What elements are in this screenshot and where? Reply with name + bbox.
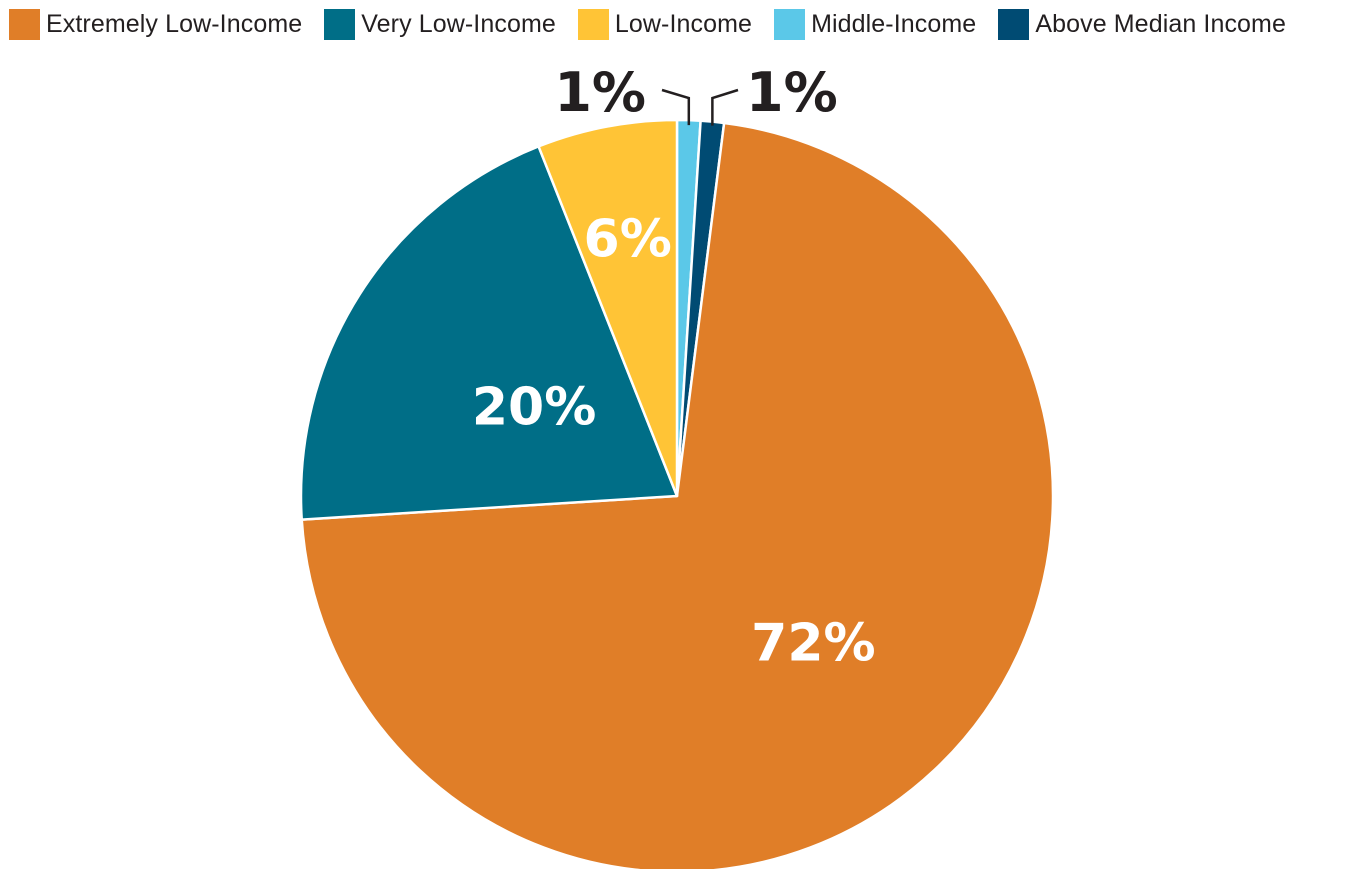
- legend-swatch: [998, 8, 1030, 40]
- legend-swatch: [9, 8, 40, 40]
- slice-label-above-median-income: 1%: [746, 61, 838, 124]
- legend-label: Above Median Income: [1035, 9, 1286, 38]
- leader-line-above-median-income: [711, 88, 739, 126]
- legend-item-above-median-income: Above Median Income: [998, 8, 1286, 40]
- legend-label: Middle-Income: [811, 9, 977, 38]
- slice-label-extremely-low-income: 72%: [751, 613, 875, 673]
- legend-swatch: [324, 8, 356, 40]
- legend-swatch: [774, 8, 806, 40]
- legend-label: Extremely Low-Income: [46, 9, 303, 38]
- slice-label-very-low-income: 20%: [472, 377, 596, 437]
- legend-label: Very Low-Income: [361, 9, 556, 38]
- legend-item-middle-income: Middle-Income: [774, 8, 977, 40]
- chart-legend: Extremely Low-Income Very Low-Income Low-I…: [9, 7, 1286, 41]
- legend-label: Low-Income: [614, 9, 753, 38]
- pie-slice-very-low-income: [299, 145, 679, 521]
- legend-item-very-low-income: Very Low-Income: [324, 8, 556, 40]
- leader-line-middle-income: [661, 88, 691, 126]
- legend-item-extremely-low-income: Extremely Low-Income: [9, 8, 303, 40]
- legend-swatch: [577, 8, 609, 40]
- legend-item-low-income: Low-Income: [577, 8, 753, 40]
- pie-slice-low-income: [537, 118, 679, 498]
- slice-label-low-income: 6%: [584, 210, 672, 270]
- slice-label-middle-income: 1%: [554, 61, 646, 124]
